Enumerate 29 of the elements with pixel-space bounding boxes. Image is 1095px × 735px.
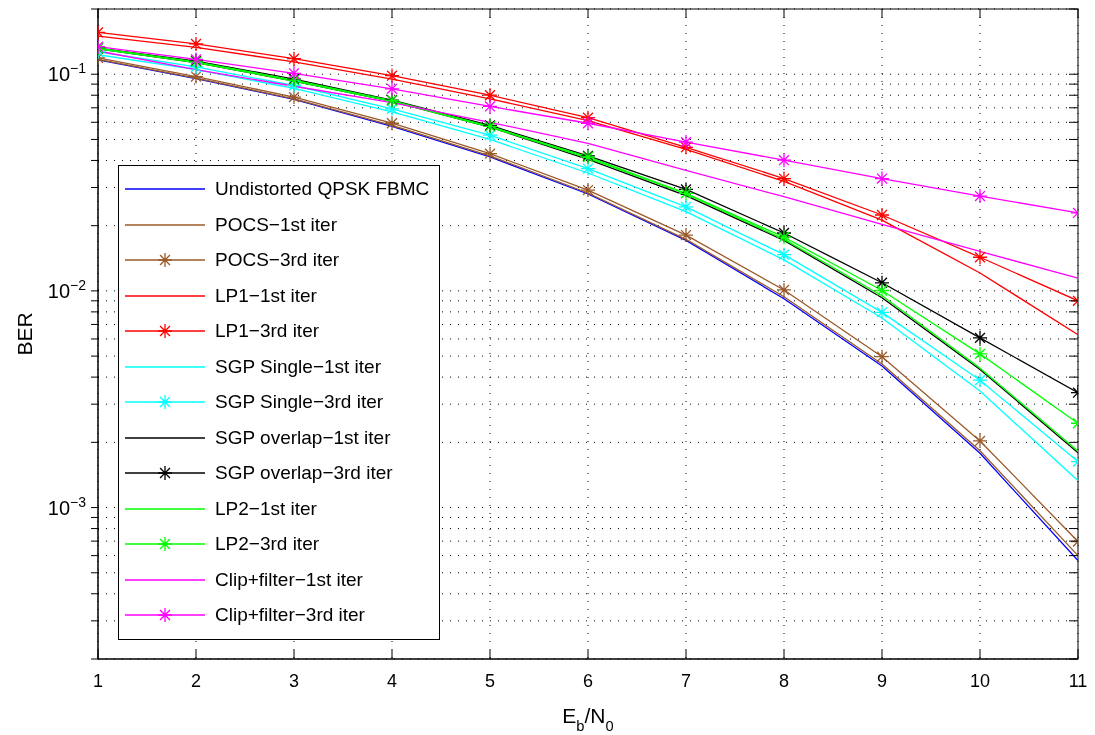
legend-label: SGP Single−1st iter [215, 355, 381, 378]
x-tick-label: 3 [288, 671, 300, 691]
legend-label: LP2−3rd iter [215, 533, 320, 556]
x-tick-label: 1 [92, 671, 104, 691]
legend-label: POCS−1st iter [215, 213, 337, 236]
y-axis-title: BER [13, 312, 36, 356]
x-tick-label: 6 [582, 671, 594, 691]
legend-label: Undistorted QPSK FBMC [215, 178, 430, 201]
x-tick-label: 2 [190, 671, 202, 691]
x-tick-label: 11 [1068, 671, 1088, 691]
x-tick-label: 8 [778, 671, 790, 691]
legend-label: LP1−3rd iter [215, 320, 320, 343]
x-tick-label: 4 [386, 671, 398, 691]
legend-label: POCS−3rd iter [215, 249, 340, 272]
legend-label: LP2−1st iter [215, 497, 317, 520]
legend-label: SGP overlap−3rd iter [215, 462, 393, 485]
x-axis-title: E$_{b}$/N$_{0}$ [562, 704, 614, 734]
legend-label: Clip+filter−3rd iter [215, 604, 365, 627]
y-tick-label: 10$^{−1}$ [47, 60, 87, 86]
legend-label: Clip+filter−1st iter [215, 568, 363, 591]
x-tick-label: 5 [484, 671, 496, 691]
legend-label: SGP Single−3rd iter [215, 391, 384, 414]
x-tick-label: 7 [680, 671, 692, 691]
x-tick-label: 9 [876, 671, 888, 691]
x-tick-label: 10 [969, 671, 991, 691]
y-tick-label: 10$^{−3}$ [47, 493, 87, 519]
y-tick-label: 10$^{−2}$ [47, 276, 87, 302]
legend-label: LP1−1st iter [215, 284, 317, 307]
legend-label: SGP overlap−1st iter [215, 426, 391, 449]
